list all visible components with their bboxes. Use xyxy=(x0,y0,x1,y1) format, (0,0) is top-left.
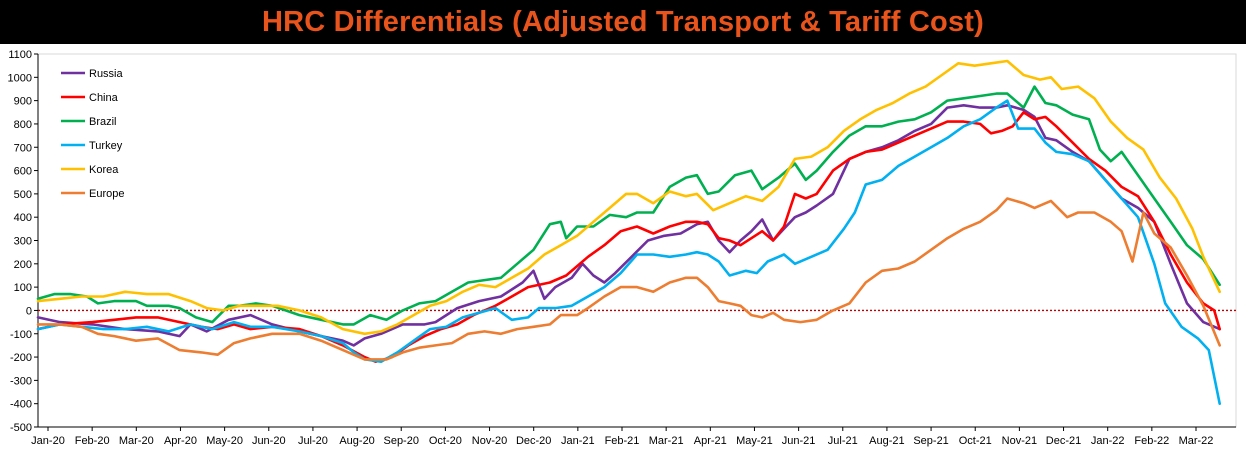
x-tick-label: Jul-21 xyxy=(828,435,858,447)
y-tick-label: 1100 xyxy=(8,49,32,61)
legend-label-brazil: Brazil xyxy=(89,116,117,128)
x-tick-label: Apr-21 xyxy=(694,435,727,447)
x-tick-label: May-21 xyxy=(736,435,773,447)
x-tick-label: Sep-21 xyxy=(913,435,948,447)
y-tick-label: -300 xyxy=(10,375,32,387)
y-tick-label: 1000 xyxy=(8,72,32,84)
axes: -500 -400 -300 -200 -100 0 100 200 300 400 500 600 7… xyxy=(8,49,1237,447)
x-tick-label: Mar-22 xyxy=(1179,435,1214,447)
y-tick-label: 600 xyxy=(14,166,32,178)
title-bar: HRC Differentials (Adjusted Transport & … xyxy=(0,0,1246,44)
legend: Russia China Brazil Turkey Korea Europe xyxy=(61,68,124,200)
hrc-differentials-chart: -500 -400 -300 -200 -100 0 100 200 300 400 500 600 7… xyxy=(0,44,1246,461)
y-tick-label: 900 xyxy=(14,96,32,108)
x-tick-label: Dec-21 xyxy=(1046,435,1081,447)
x-tick-label: Sep-20 xyxy=(383,435,418,447)
x-tick-label: Feb-21 xyxy=(605,435,640,447)
x-tick-label: May-20 xyxy=(206,435,243,447)
x-tick-label: Jan-20 xyxy=(31,435,65,447)
y-tick-label: 800 xyxy=(14,119,32,131)
x-tick-label: Aug-20 xyxy=(339,435,374,447)
y-tick-label: -500 xyxy=(10,422,32,434)
x-tick-label: Jan-22 xyxy=(1091,435,1125,447)
y-tick-label: 300 xyxy=(14,236,32,248)
series-line-europe xyxy=(36,197,1221,361)
x-tick-label: Mar-21 xyxy=(649,435,684,447)
chart-background xyxy=(0,44,1246,461)
x-tick-label: Feb-22 xyxy=(1134,435,1169,447)
x-tick-label: Jan-21 xyxy=(561,435,595,447)
chart-title: HRC Differentials (Adjusted Transport & … xyxy=(261,5,985,38)
series-line-china xyxy=(36,111,1221,363)
y-tick-label: 0 xyxy=(26,305,32,317)
y-tick-label: 500 xyxy=(14,189,32,201)
legend-label-europe: Europe xyxy=(89,188,124,200)
y-tick-label: -100 xyxy=(10,329,32,341)
legend-label-turkey: Turkey xyxy=(89,140,123,152)
y-tick-label: -200 xyxy=(10,352,32,364)
legend-label-korea: Korea xyxy=(89,164,119,176)
x-tick-label: Dec-20 xyxy=(516,435,551,447)
x-tick-label: Oct-20 xyxy=(429,435,462,447)
x-tick-label: Feb-20 xyxy=(75,435,110,447)
x-tick-label: Mar-20 xyxy=(119,435,154,447)
x-tick-label: Apr-20 xyxy=(164,435,197,447)
y-tick-label: -400 xyxy=(10,399,32,411)
y-tick-label: 100 xyxy=(14,282,32,294)
x-tick-label: Jul-20 xyxy=(298,435,328,447)
x-tick-label: Oct-21 xyxy=(959,435,992,447)
y-tick-label: 700 xyxy=(14,142,32,154)
y-tick-label: 200 xyxy=(14,259,32,271)
series-layer xyxy=(36,59,1221,405)
series-line-turkey xyxy=(36,99,1221,405)
x-tick-label: Aug-21 xyxy=(869,435,904,447)
x-tick-label: Nov-20 xyxy=(472,435,507,447)
x-tick-label: Nov-21 xyxy=(1002,435,1037,447)
series-line-korea xyxy=(36,59,1221,336)
y-tick-label: 400 xyxy=(14,212,32,224)
x-tick-label: Jun-20 xyxy=(252,435,286,447)
legend-label-russia: Russia xyxy=(89,68,124,80)
legend-label-china: China xyxy=(89,92,119,104)
x-tick-label: Jun-21 xyxy=(782,435,816,447)
